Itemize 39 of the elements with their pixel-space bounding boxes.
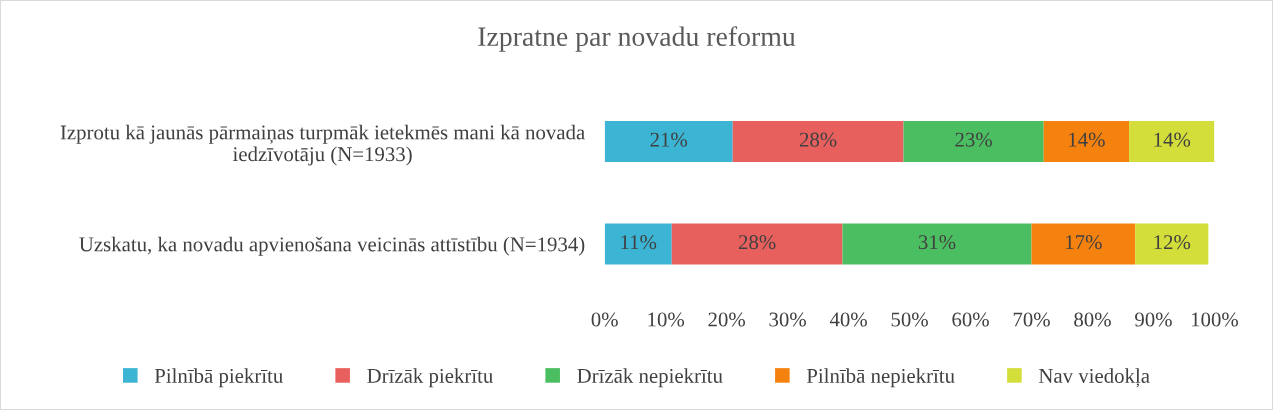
legend-label: Pilnībā nepiekrītu xyxy=(806,368,955,388)
x-tick-label: 30% xyxy=(769,312,806,327)
data-label: 14% xyxy=(1069,132,1105,147)
data-label: 21% xyxy=(650,132,688,147)
legend-label: Pilnībā piekrītu xyxy=(154,368,283,388)
y-tick-label: Izprotu kā jaunās pārmaiņas turpmāk ietekmēs mani kā novada iedzīvotāju (N=1933) xyxy=(60,124,585,166)
bar xyxy=(903,120,1044,162)
bar xyxy=(604,120,733,162)
x-tick-label: 80% xyxy=(1074,312,1111,327)
x-tick-label: 40% xyxy=(829,312,867,327)
data-label: 17% xyxy=(1066,235,1102,250)
chart-title: Izpratne par novadu reformu xyxy=(478,26,796,52)
data-label: 28% xyxy=(799,132,837,147)
x-tick-label: 90% xyxy=(1135,312,1172,327)
legend-label: Drīzāk nepiekrītu xyxy=(577,368,723,388)
bar xyxy=(671,223,843,265)
data-label: 31% xyxy=(918,235,956,250)
x-tick-label: 70% xyxy=(1013,312,1050,327)
legend-label: Nav viedokļa xyxy=(1038,368,1150,388)
bar xyxy=(604,223,672,265)
x-tick-label: 20% xyxy=(708,312,746,327)
bar xyxy=(1031,223,1136,265)
data-label: 14% xyxy=(1154,132,1191,147)
x-tick-label: 100% xyxy=(1191,312,1239,327)
x-tick-label: 50% xyxy=(891,312,928,327)
x-tick-label: 10% xyxy=(648,312,685,327)
data-label: 11% xyxy=(621,235,657,250)
x-tick-label: 0% xyxy=(591,312,618,327)
data-label: 12% xyxy=(1154,235,1191,250)
legend-label: Drīzāk piekrītu xyxy=(367,368,493,388)
bar xyxy=(1135,223,1209,265)
data-label: 28% xyxy=(738,235,776,250)
y-tick-label: Uzskatu, ka novadu apvienošana veicinās attīstību (N=1934) xyxy=(79,236,585,256)
bar xyxy=(732,120,904,162)
bar xyxy=(1129,120,1215,162)
x-tick-label: 60% xyxy=(952,312,989,327)
bar xyxy=(1043,120,1130,162)
bar xyxy=(842,223,1032,265)
data-label: 23% xyxy=(955,132,992,147)
